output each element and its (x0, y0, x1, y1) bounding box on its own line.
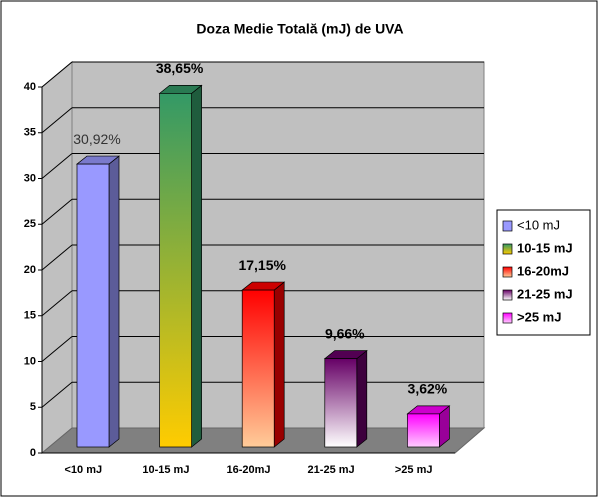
legend-label: 16-20mJ (517, 263, 569, 278)
y-tick-label: 5 (30, 401, 36, 413)
bar (241, 289, 275, 448)
bar-side (356, 349, 368, 448)
x-tick-label: <10 mJ (64, 464, 102, 476)
y-tick-label: 25 (24, 218, 36, 230)
legend-swatch (502, 243, 513, 255)
y-tick-label: 40 (24, 81, 36, 93)
chart-title: Doza Medie Totală (mJ) de UVA (196, 21, 403, 37)
bar-side (273, 281, 285, 448)
value-label: 9,66% (325, 325, 365, 341)
value-label: 30,92% (73, 131, 120, 147)
bar-side (191, 84, 202, 448)
y-tick-label: 10 (24, 355, 36, 367)
grid-line (41, 153, 73, 179)
grid-line (41, 61, 73, 88)
legend-swatch (502, 312, 513, 324)
x-tick-label: >25 mJ (395, 464, 433, 476)
value-label: 3,62% (408, 381, 448, 397)
y-tick-label: 0 (30, 447, 36, 459)
legend-label: >25 mJ (517, 309, 561, 324)
grid-line (41, 244, 73, 271)
legend-swatch (502, 289, 513, 301)
legend-box (496, 209, 591, 336)
grid-line (41, 290, 73, 317)
legend-swatch (502, 266, 513, 278)
bar (159, 93, 192, 448)
value-label: 38,65% (156, 60, 204, 76)
y-tick-label: 35 (24, 127, 36, 139)
grid-line (41, 198, 73, 225)
grid-line (41, 336, 73, 362)
value-label: 17,15% (238, 257, 286, 273)
x-tick-label: 10-15 mJ (142, 464, 189, 476)
y-tick-label: 30 (24, 172, 36, 184)
y-tick-label: 20 (24, 264, 36, 276)
legend-label: 10-15 mJ (517, 240, 573, 255)
legend-swatch (502, 220, 513, 232)
bar (407, 413, 440, 448)
legend-label: 21-25 mJ (517, 286, 573, 301)
x-tick-label: 16-20mJ (226, 464, 270, 476)
grid-line (41, 107, 73, 134)
y-tick-label: 15 (24, 310, 36, 322)
bar-side (108, 155, 120, 448)
x-tick-label: 21-25 mJ (308, 464, 355, 476)
legend-label: <10 mJ (517, 217, 560, 232)
bar (324, 358, 358, 448)
grid-line (41, 381, 73, 408)
bar (76, 163, 110, 448)
